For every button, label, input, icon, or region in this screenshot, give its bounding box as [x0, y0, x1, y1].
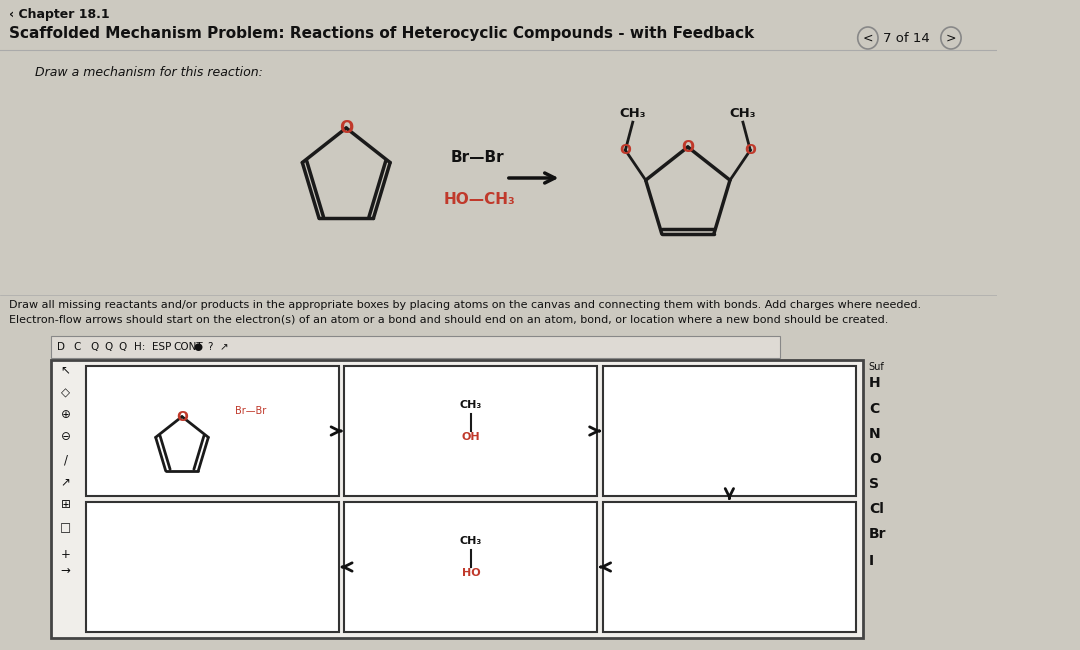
Text: Q: Q [105, 342, 112, 352]
Text: CH₃: CH₃ [730, 107, 756, 120]
Text: N: N [868, 427, 880, 441]
Text: HO—CH₃: HO—CH₃ [443, 192, 515, 207]
Bar [86, 366, 339, 496]
Text: <: < [863, 31, 873, 44]
Text: CH₃: CH₃ [620, 107, 646, 120]
Text: CONT: CONT [174, 342, 203, 352]
Text: →: → [60, 564, 70, 577]
Text: D: D [57, 342, 65, 352]
Text: >: > [946, 31, 956, 44]
Text: ESP: ESP [152, 342, 172, 352]
Text: ◇: ◇ [62, 387, 70, 400]
Text: ↖: ↖ [60, 363, 70, 376]
Text: O: O [868, 452, 880, 466]
Text: ?: ? [207, 342, 213, 352]
Text: HO: HO [461, 568, 481, 578]
Bar [603, 366, 855, 496]
Text: Cl: Cl [868, 502, 883, 516]
Text: C: C [868, 402, 879, 416]
Text: Br—Br: Br—Br [450, 151, 504, 166]
Text: O: O [339, 119, 353, 137]
Text: ●: ● [194, 342, 203, 352]
Text: Draw all missing reactants and/or products in the appropriate boxes by placing a: Draw all missing reactants and/or produc… [10, 300, 921, 310]
Text: O: O [681, 140, 694, 155]
Text: ⊞: ⊞ [60, 499, 70, 512]
Bar [51, 336, 780, 358]
Bar [51, 360, 863, 638]
Text: H:: H: [134, 342, 145, 352]
Bar [345, 502, 597, 632]
Text: ⊖: ⊖ [60, 430, 70, 443]
Text: □: □ [60, 521, 71, 534]
Text: Electron-flow arrows should start on the electron(s) of an atom or a bond and sh: Electron-flow arrows should start on the… [10, 315, 889, 325]
Text: ‹ Chapter 18.1: ‹ Chapter 18.1 [10, 8, 110, 21]
Bar [86, 502, 339, 632]
Text: Br: Br [868, 527, 887, 541]
Text: Suf: Suf [868, 362, 885, 372]
Text: I: I [868, 554, 874, 568]
Text: OH: OH [461, 432, 481, 442]
Text: Q: Q [91, 342, 98, 352]
Text: 7 of 14: 7 of 14 [883, 31, 930, 44]
Text: ⊕: ⊕ [60, 408, 70, 421]
Text: ↗: ↗ [60, 476, 70, 489]
Text: /: / [64, 454, 68, 467]
Text: C: C [73, 342, 81, 352]
Text: O: O [176, 410, 188, 424]
Text: O: O [620, 143, 632, 157]
Text: ↗: ↗ [219, 342, 229, 352]
Text: Scaffolded Mechanism Problem: Reactions of Heterocyclic Compounds - with Feedbac: Scaffolded Mechanism Problem: Reactions … [10, 26, 755, 41]
Text: Draw a mechanism for this reaction:: Draw a mechanism for this reaction: [35, 66, 262, 79]
Text: CH₃: CH₃ [460, 536, 482, 546]
Text: +: + [60, 549, 70, 562]
Text: Br—Br: Br—Br [234, 406, 266, 417]
Text: H: H [868, 376, 880, 390]
Text: Q: Q [118, 342, 126, 352]
Text: O: O [744, 143, 756, 157]
Text: S: S [868, 477, 879, 491]
Bar [345, 366, 597, 496]
Text: CH₃: CH₃ [460, 400, 482, 410]
Bar [603, 502, 855, 632]
